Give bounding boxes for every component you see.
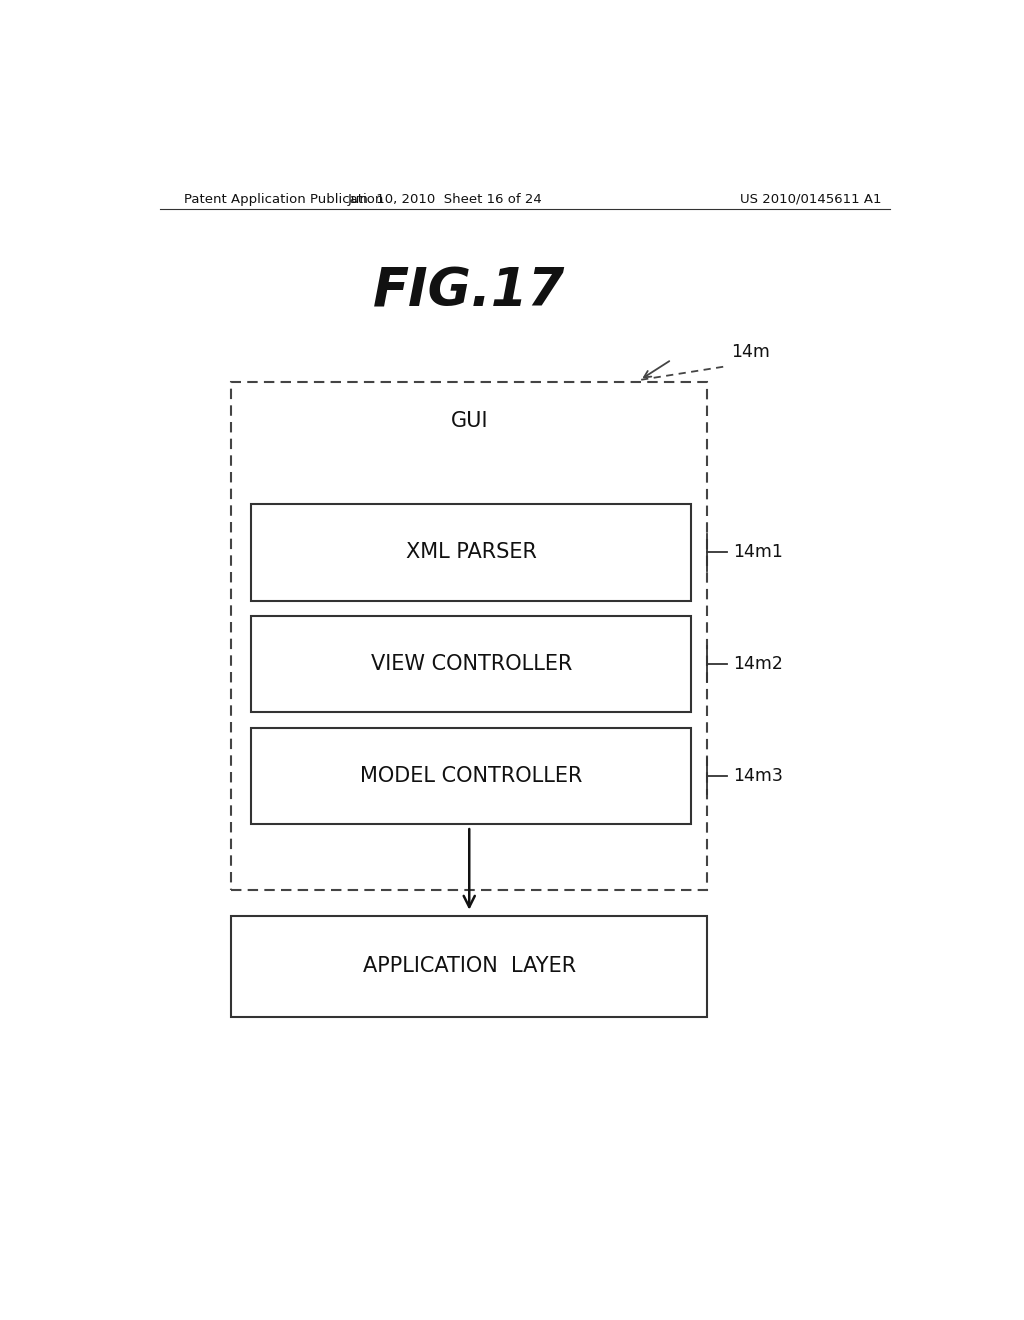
Text: US 2010/0145611 A1: US 2010/0145611 A1 <box>740 193 882 206</box>
Text: MODEL CONTROLLER: MODEL CONTROLLER <box>360 766 583 785</box>
Text: XML PARSER: XML PARSER <box>406 543 537 562</box>
Text: 14m3: 14m3 <box>733 767 783 785</box>
Text: 14m: 14m <box>731 342 770 360</box>
Text: VIEW CONTROLLER: VIEW CONTROLLER <box>371 653 572 675</box>
Bar <box>231 916 708 1018</box>
Bar <box>251 615 691 713</box>
Text: GUI: GUI <box>451 411 488 430</box>
Text: APPLICATION  LAYER: APPLICATION LAYER <box>362 957 575 977</box>
Text: Patent Application Publication: Patent Application Publication <box>183 193 383 206</box>
Text: 14m1: 14m1 <box>733 544 783 561</box>
Bar <box>251 504 691 601</box>
Bar <box>251 727 691 824</box>
Bar <box>231 381 708 890</box>
Text: Jun. 10, 2010  Sheet 16 of 24: Jun. 10, 2010 Sheet 16 of 24 <box>348 193 543 206</box>
Text: 14m2: 14m2 <box>733 655 783 673</box>
Text: FIG.17: FIG.17 <box>373 265 565 317</box>
